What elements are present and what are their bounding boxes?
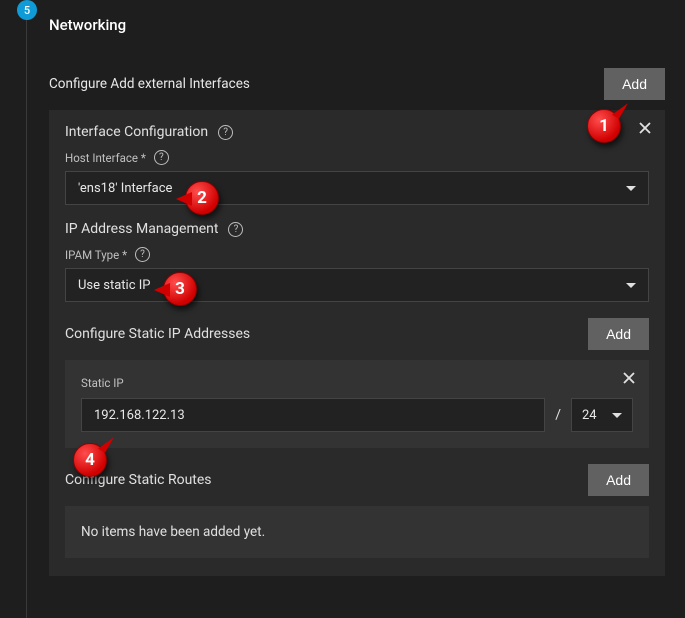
host-interface-label: Host Interface * <box>65 151 146 165</box>
step-title: Networking <box>49 16 685 34</box>
static-ip-panel: Static IP / 24 <box>65 360 649 448</box>
static-ip-field-label: Static IP <box>81 376 124 390</box>
help-icon[interactable]: ? <box>154 150 169 165</box>
help-icon[interactable]: ? <box>228 222 243 237</box>
chevron-down-icon <box>612 413 622 418</box>
interface-configuration-panel: Interface Configuration ? Host Interface… <box>49 110 665 576</box>
static-routes-header: Configure Static Routes <box>65 472 212 488</box>
cidr-select[interactable]: 24 <box>571 398 633 432</box>
cidr-slash: / <box>555 407 561 423</box>
ipam-type-value: Use static IP <box>78 278 150 293</box>
chevron-down-icon <box>626 186 636 191</box>
add-static-ip-button[interactable]: Add <box>588 318 649 350</box>
ipam-type-select[interactable]: Use static IP <box>65 268 649 302</box>
host-interface-value: 'ens18' Interface <box>78 181 172 196</box>
static-ip-header: Configure Static IP Addresses <box>65 326 250 342</box>
step-number-badge: 5 <box>17 0 37 20</box>
routes-empty-message: No items have been added yet. <box>65 506 649 558</box>
help-icon[interactable]: ? <box>218 125 233 140</box>
interface-config-title: Interface Configuration <box>65 124 208 140</box>
static-ip-input[interactable] <box>81 398 545 432</box>
help-icon[interactable]: ? <box>135 247 150 262</box>
chevron-down-icon <box>626 283 636 288</box>
close-panel-icon[interactable] <box>635 118 655 142</box>
ipam-section-label: IP Address Management <box>65 221 218 237</box>
close-static-ip-icon[interactable] <box>619 368 639 392</box>
external-interfaces-label: Configure Add external Interfaces <box>49 76 250 92</box>
add-static-route-button[interactable]: Add <box>588 464 649 496</box>
cidr-value: 24 <box>582 408 597 423</box>
host-interface-select[interactable]: 'ens18' Interface <box>65 171 649 205</box>
ipam-type-label: IPAM Type * <box>65 248 127 262</box>
add-external-interface-button[interactable]: Add <box>604 68 665 100</box>
